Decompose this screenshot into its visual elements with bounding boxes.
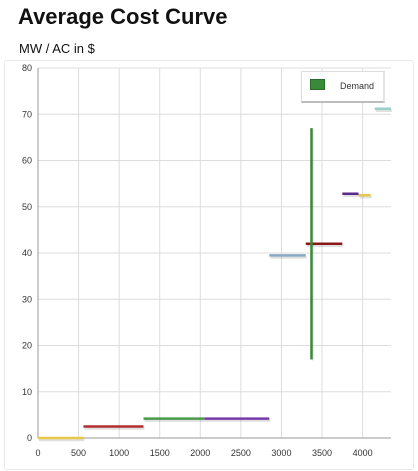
tick-labels: 0 10 20 30 40 50 60 70 80 0 500 1000 1500 2000 2500 300… (22, 63, 373, 458)
y-tick-label: 40 (22, 248, 32, 258)
demand-series (310, 128, 314, 361)
y-tick-label: 80 (22, 63, 32, 73)
cost-segments (38, 107, 392, 442)
y-tick-label: 60 (22, 156, 32, 166)
grid-lines (38, 67, 391, 438)
x-tick-label: 2500 (231, 448, 251, 458)
x-tick-label: 3000 (271, 448, 291, 458)
y-tick-label: 0 (27, 433, 32, 443)
legend-label-demand: Demand (340, 81, 375, 91)
x-tick-label: 4000 (353, 448, 373, 458)
x-tick-label: 1000 (109, 448, 129, 458)
x-tick-label: 0 (35, 448, 40, 458)
axes (37, 68, 391, 439)
legend-swatch-demand (310, 79, 325, 90)
y-tick-label: 20 (22, 341, 32, 351)
x-tick-label: 500 (71, 448, 86, 458)
x-tick-label: 3500 (312, 448, 332, 458)
chart-legend[interactable]: Demand (301, 71, 385, 103)
y-tick-label: 70 (22, 109, 32, 119)
chart-panel (4, 60, 414, 470)
page-title: Average Cost Curve (18, 4, 228, 29)
chart-subtitle: MW / AC in $ (19, 41, 95, 56)
x-tick-label: 1500 (150, 448, 170, 458)
x-tick-label: 2000 (190, 448, 210, 458)
y-tick-label: 30 (22, 294, 32, 304)
y-tick-label: 10 (22, 387, 32, 397)
y-tick-label: 50 (22, 202, 32, 212)
